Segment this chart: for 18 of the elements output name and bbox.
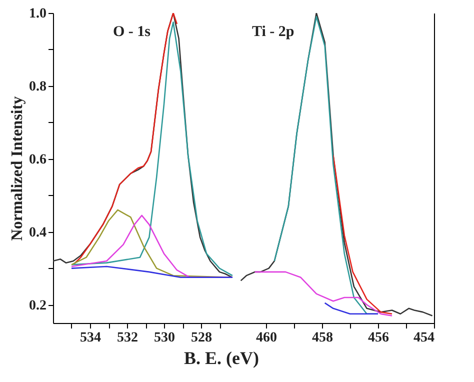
annotation: O - 1s — [113, 24, 151, 40]
x-tick-label: 530 — [154, 330, 175, 346]
line-series — [70, 266, 234, 278]
x-tick-label: 456 — [368, 330, 389, 346]
y-axis-title: Normalized Intensity — [9, 96, 26, 241]
y-tick-label: 0.4 — [29, 225, 46, 240]
x-tick-label: 458 — [312, 330, 333, 346]
y-tick-label: 1.0 — [29, 6, 46, 22]
x-tick-label: 460 — [256, 330, 277, 346]
x-tick-label: 454 — [414, 330, 434, 346]
y-tick-label: 0.2 — [29, 298, 46, 314]
x-tick-label: 534 — [80, 330, 101, 346]
x-tick-label: 532 — [117, 330, 138, 346]
x-axis-title: B. E. (eV) — [184, 348, 259, 368]
x-tick-label: 528 — [191, 330, 212, 346]
y-tick-label: 0.6 — [29, 152, 46, 168]
annotation: Ti - 2p — [252, 24, 294, 40]
y-tick-label: 0.8 — [29, 79, 46, 94]
